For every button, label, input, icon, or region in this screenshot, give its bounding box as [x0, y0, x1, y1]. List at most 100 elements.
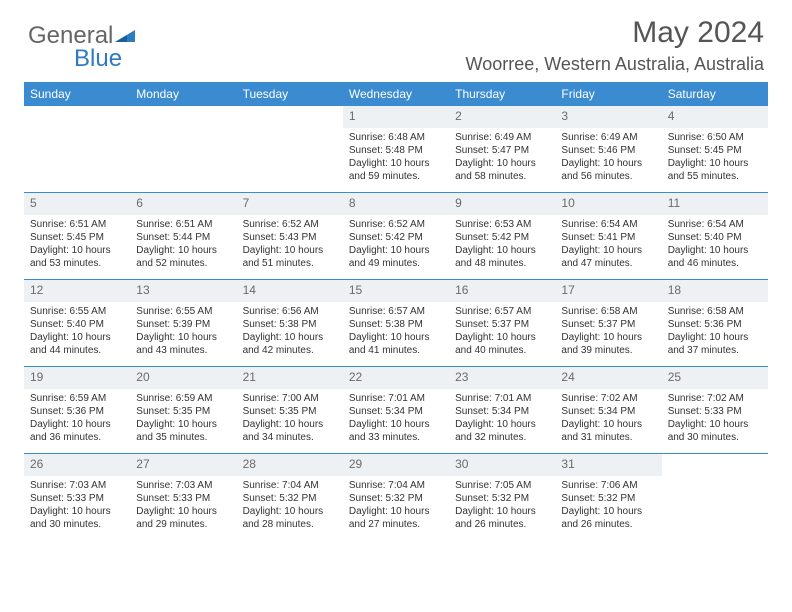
daylight-line: Daylight: 10 hours and 26 minutes.: [561, 505, 655, 531]
day-details: Sunrise: 6:54 AMSunset: 5:40 PMDaylight:…: [662, 215, 768, 274]
sunset-line: Sunset: 5:43 PM: [243, 231, 337, 244]
brand-logo: General Blue: [28, 22, 137, 79]
day-details: Sunrise: 6:58 AMSunset: 5:36 PMDaylight:…: [662, 302, 768, 361]
day-details: Sunrise: 7:03 AMSunset: 5:33 PMDaylight:…: [24, 476, 130, 535]
weekday-label: Wednesday: [343, 82, 449, 106]
sunrise-line: Sunrise: 7:03 AM: [136, 479, 230, 492]
daylight-line: Daylight: 10 hours and 51 minutes.: [243, 244, 337, 270]
day-details: Sunrise: 7:02 AMSunset: 5:33 PMDaylight:…: [662, 389, 768, 448]
day-cell: 30Sunrise: 7:05 AMSunset: 5:32 PMDayligh…: [449, 454, 555, 540]
week-row: 26Sunrise: 7:03 AMSunset: 5:33 PMDayligh…: [24, 453, 768, 540]
sunset-line: Sunset: 5:42 PM: [455, 231, 549, 244]
sunrise-line: Sunrise: 7:05 AM: [455, 479, 549, 492]
daylight-line: Daylight: 10 hours and 30 minutes.: [30, 505, 124, 531]
day-number: 19: [24, 367, 130, 389]
daylight-line: Daylight: 10 hours and 34 minutes.: [243, 418, 337, 444]
day-details: Sunrise: 6:51 AMSunset: 5:45 PMDaylight:…: [24, 215, 130, 274]
day-number: 31: [555, 454, 661, 476]
week-row: 1Sunrise: 6:48 AMSunset: 5:48 PMDaylight…: [24, 106, 768, 192]
daylight-line: Daylight: 10 hours and 41 minutes.: [349, 331, 443, 357]
sunset-line: Sunset: 5:34 PM: [349, 405, 443, 418]
sunrise-line: Sunrise: 6:55 AM: [136, 305, 230, 318]
day-number: 11: [662, 193, 768, 215]
sunset-line: Sunset: 5:40 PM: [668, 231, 762, 244]
daylight-line: Daylight: 10 hours and 47 minutes.: [561, 244, 655, 270]
day-cell: 4Sunrise: 6:50 AMSunset: 5:45 PMDaylight…: [662, 106, 768, 192]
sunset-line: Sunset: 5:32 PM: [243, 492, 337, 505]
sunrise-line: Sunrise: 6:57 AM: [455, 305, 549, 318]
day-cell: 28Sunrise: 7:04 AMSunset: 5:32 PMDayligh…: [237, 454, 343, 540]
day-details: Sunrise: 6:49 AMSunset: 5:47 PMDaylight:…: [449, 128, 555, 187]
day-details: Sunrise: 7:02 AMSunset: 5:34 PMDaylight:…: [555, 389, 661, 448]
day-details: Sunrise: 6:48 AMSunset: 5:48 PMDaylight:…: [343, 128, 449, 187]
sunrise-line: Sunrise: 6:58 AM: [668, 305, 762, 318]
day-number: 28: [237, 454, 343, 476]
weekday-header: SundayMondayTuesdayWednesdayThursdayFrid…: [24, 82, 768, 106]
week-row: 19Sunrise: 6:59 AMSunset: 5:36 PMDayligh…: [24, 366, 768, 453]
day-number: 22: [343, 367, 449, 389]
sunset-line: Sunset: 5:32 PM: [455, 492, 549, 505]
sunrise-line: Sunrise: 6:49 AM: [455, 131, 549, 144]
day-cell: 11Sunrise: 6:54 AMSunset: 5:40 PMDayligh…: [662, 193, 768, 279]
day-details: Sunrise: 6:56 AMSunset: 5:38 PMDaylight:…: [237, 302, 343, 361]
sunset-line: Sunset: 5:48 PM: [349, 144, 443, 157]
daylight-line: Daylight: 10 hours and 27 minutes.: [349, 505, 443, 531]
day-cell: 6Sunrise: 6:51 AMSunset: 5:44 PMDaylight…: [130, 193, 236, 279]
sunset-line: Sunset: 5:47 PM: [455, 144, 549, 157]
day-number: 26: [24, 454, 130, 476]
sunrise-line: Sunrise: 6:58 AM: [561, 305, 655, 318]
week-row: 5Sunrise: 6:51 AMSunset: 5:45 PMDaylight…: [24, 192, 768, 279]
day-cell: 12Sunrise: 6:55 AMSunset: 5:40 PMDayligh…: [24, 280, 130, 366]
day-details: Sunrise: 6:59 AMSunset: 5:35 PMDaylight:…: [130, 389, 236, 448]
day-number: 4: [662, 106, 768, 128]
day-number: 9: [449, 193, 555, 215]
daylight-line: Daylight: 10 hours and 39 minutes.: [561, 331, 655, 357]
day-number: 17: [555, 280, 661, 302]
sunset-line: Sunset: 5:34 PM: [561, 405, 655, 418]
day-details: Sunrise: 7:04 AMSunset: 5:32 PMDaylight:…: [343, 476, 449, 535]
day-details: Sunrise: 6:57 AMSunset: 5:37 PMDaylight:…: [449, 302, 555, 361]
day-cell: 25Sunrise: 7:02 AMSunset: 5:33 PMDayligh…: [662, 367, 768, 453]
day-number: 5: [24, 193, 130, 215]
day-number: 30: [449, 454, 555, 476]
day-number: 16: [449, 280, 555, 302]
sunrise-line: Sunrise: 6:54 AM: [561, 218, 655, 231]
sunrise-line: Sunrise: 7:00 AM: [243, 392, 337, 405]
day-details: Sunrise: 7:05 AMSunset: 5:32 PMDaylight:…: [449, 476, 555, 535]
day-cell: 9Sunrise: 6:53 AMSunset: 5:42 PMDaylight…: [449, 193, 555, 279]
day-cell: 13Sunrise: 6:55 AMSunset: 5:39 PMDayligh…: [130, 280, 236, 366]
calendar: SundayMondayTuesdayWednesdayThursdayFrid…: [24, 82, 768, 540]
day-number: 23: [449, 367, 555, 389]
sunrise-line: Sunrise: 6:52 AM: [243, 218, 337, 231]
daylight-line: Daylight: 10 hours and 52 minutes.: [136, 244, 230, 270]
sunrise-line: Sunrise: 6:56 AM: [243, 305, 337, 318]
day-number: 18: [662, 280, 768, 302]
day-number: 21: [237, 367, 343, 389]
day-details: Sunrise: 6:49 AMSunset: 5:46 PMDaylight:…: [555, 128, 661, 187]
day-details: Sunrise: 6:52 AMSunset: 5:42 PMDaylight:…: [343, 215, 449, 274]
day-details: Sunrise: 7:00 AMSunset: 5:35 PMDaylight:…: [237, 389, 343, 448]
daylight-line: Daylight: 10 hours and 56 minutes.: [561, 157, 655, 183]
sunrise-line: Sunrise: 7:04 AM: [349, 479, 443, 492]
day-details: Sunrise: 6:55 AMSunset: 5:40 PMDaylight:…: [24, 302, 130, 361]
day-number: 13: [130, 280, 236, 302]
daylight-line: Daylight: 10 hours and 42 minutes.: [243, 331, 337, 357]
sunset-line: Sunset: 5:37 PM: [455, 318, 549, 331]
daylight-line: Daylight: 10 hours and 37 minutes.: [668, 331, 762, 357]
sunrise-line: Sunrise: 6:53 AM: [455, 218, 549, 231]
day-cell: 21Sunrise: 7:00 AMSunset: 5:35 PMDayligh…: [237, 367, 343, 453]
day-cell: 14Sunrise: 6:56 AMSunset: 5:38 PMDayligh…: [237, 280, 343, 366]
daylight-line: Daylight: 10 hours and 53 minutes.: [30, 244, 124, 270]
sunset-line: Sunset: 5:36 PM: [30, 405, 124, 418]
sunrise-line: Sunrise: 6:52 AM: [349, 218, 443, 231]
daylight-line: Daylight: 10 hours and 44 minutes.: [30, 331, 124, 357]
daylight-line: Daylight: 10 hours and 26 minutes.: [455, 505, 549, 531]
sunrise-line: Sunrise: 6:51 AM: [30, 218, 124, 231]
sunset-line: Sunset: 5:46 PM: [561, 144, 655, 157]
daylight-line: Daylight: 10 hours and 43 minutes.: [136, 331, 230, 357]
day-cell: 31Sunrise: 7:06 AMSunset: 5:32 PMDayligh…: [555, 454, 661, 540]
day-details: Sunrise: 6:58 AMSunset: 5:37 PMDaylight:…: [555, 302, 661, 361]
day-cell: 7Sunrise: 6:52 AMSunset: 5:43 PMDaylight…: [237, 193, 343, 279]
day-cell: 26Sunrise: 7:03 AMSunset: 5:33 PMDayligh…: [24, 454, 130, 540]
day-number: 29: [343, 454, 449, 476]
